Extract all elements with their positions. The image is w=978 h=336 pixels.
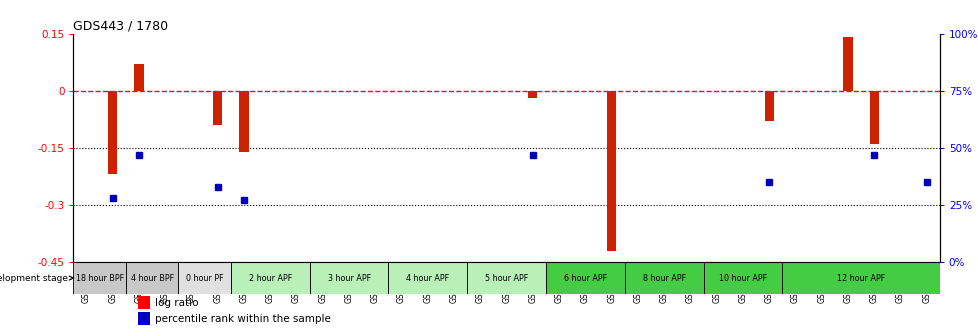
Bar xyxy=(703,262,781,294)
Text: 10 hour APF: 10 hour APF xyxy=(718,274,766,283)
Text: 8 hour APF: 8 hour APF xyxy=(642,274,685,283)
Bar xyxy=(546,262,624,294)
Text: 4 hour BPF: 4 hour BPF xyxy=(130,274,173,283)
Text: development stage: development stage xyxy=(0,274,68,283)
Bar xyxy=(240,91,248,152)
Bar xyxy=(231,262,309,294)
Bar xyxy=(213,91,222,125)
Bar xyxy=(781,262,939,294)
Text: GDS443 / 1780: GDS443 / 1780 xyxy=(73,19,168,33)
Bar xyxy=(309,262,388,294)
Text: 5 hour APF: 5 hour APF xyxy=(484,274,528,283)
Bar xyxy=(388,262,467,294)
Bar xyxy=(842,37,852,91)
Bar xyxy=(109,91,117,174)
Text: 18 hour BPF: 18 hour BPF xyxy=(75,274,123,283)
Text: 3 hour APF: 3 hour APF xyxy=(328,274,371,283)
Text: percentile rank within the sample: percentile rank within the sample xyxy=(155,313,331,324)
Bar xyxy=(764,91,773,121)
Bar xyxy=(606,91,615,251)
Text: 12 hour APF: 12 hour APF xyxy=(836,274,884,283)
Text: 6 hour APF: 6 hour APF xyxy=(563,274,606,283)
Text: log ratio: log ratio xyxy=(155,298,199,308)
Bar xyxy=(73,262,126,294)
Bar xyxy=(126,262,178,294)
Bar xyxy=(868,91,878,144)
Bar xyxy=(138,296,150,309)
Bar xyxy=(624,262,703,294)
Bar xyxy=(178,262,231,294)
Bar xyxy=(134,64,144,91)
Text: 2 hour APF: 2 hour APF xyxy=(248,274,291,283)
Text: 0 hour PF: 0 hour PF xyxy=(186,274,223,283)
Bar xyxy=(467,262,546,294)
Text: 4 hour APF: 4 hour APF xyxy=(406,274,449,283)
Bar xyxy=(138,312,150,325)
Bar xyxy=(528,91,537,98)
